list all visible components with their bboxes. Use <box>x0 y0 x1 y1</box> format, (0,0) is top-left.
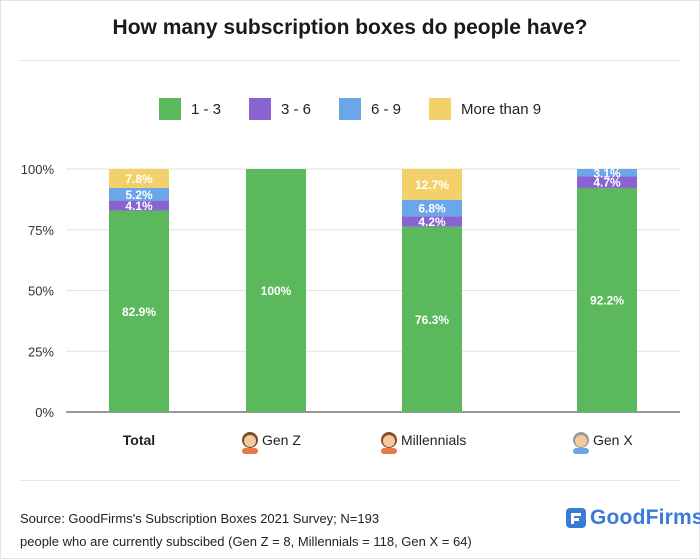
person-icon-body <box>381 448 397 454</box>
stacked-bar-chart: 0% 25% 50% 75% 100% 82.9% 4.1%5.2% 7.8% 100% 76.3… <box>21 162 680 454</box>
legend-swatch-3-6 <box>248 98 271 120</box>
y-tick-label: 0% <box>35 405 54 420</box>
category-label-total: Total <box>123 432 155 448</box>
bar-segment-total-3 <box>109 187 169 201</box>
y-tick-label: 25% <box>28 344 54 359</box>
legend-label-more-than-9: More than 9 <box>461 100 542 118</box>
data-label: 100% <box>261 284 292 298</box>
legend: 1 - 3 3 - 6 6 - 9 More than 9 <box>0 98 700 120</box>
bar-segment-millennials-4 <box>402 169 462 200</box>
legend-swatch-more-than-9 <box>429 98 451 120</box>
category-label-gen-z: Gen Z <box>262 432 301 448</box>
legend-label-3-6: 3 - 6 <box>280 100 311 118</box>
data-label: 92.2% <box>590 293 624 307</box>
goodfirms-logo-icon <box>566 508 586 528</box>
person-icon-face <box>575 435 587 447</box>
legend-label-1-3: 1 - 3 <box>190 100 221 118</box>
bar-segment-millennials-1 <box>402 226 462 412</box>
legend-item-6-9: 6 - 9 <box>338 98 401 120</box>
footer-divider <box>20 480 680 481</box>
bar-segment-total-1 <box>109 210 169 412</box>
y-tick-label: 75% <box>28 223 54 238</box>
category-label-gen-x: Gen X <box>593 432 633 448</box>
goodfirms-logo-text: GoodFirms <box>590 506 700 529</box>
data-label: 7.8% <box>125 172 153 186</box>
person-icon-face <box>383 435 395 447</box>
bar-segment-gen-z-1 <box>246 169 306 412</box>
legend-swatch-6-9 <box>338 98 361 120</box>
legend-label-6-9: 6 - 9 <box>370 100 401 118</box>
legend-item-more-than-9: More than 9 <box>429 98 541 120</box>
person-icon-face <box>244 435 256 447</box>
goodfirms-logo: GoodFirms <box>566 506 700 530</box>
data-label: 5.2% <box>125 188 153 202</box>
legend-item-1-3: 1 - 3 <box>158 98 221 120</box>
title-divider <box>20 60 680 61</box>
data-label: 4.2% <box>418 215 446 229</box>
data-label: 6.8% <box>418 202 446 216</box>
data-label: 4.1% <box>125 199 153 213</box>
data-label: 82.9% <box>122 305 156 319</box>
bar-segment-millennials-2 <box>402 216 462 227</box>
y-tick-label: 50% <box>28 284 54 299</box>
data-label: 3.1% <box>593 166 621 180</box>
bar-segment-gen-x-2 <box>577 176 637 188</box>
legend-item-3-6: 3 - 6 <box>248 98 311 120</box>
bar-segment-total-2 <box>109 200 169 211</box>
data-label: 4.7% <box>593 176 621 190</box>
y-tick-label: 100% <box>21 162 55 177</box>
category-label-millennials: Millennials <box>401 432 466 448</box>
bar-segment-gen-x-1 <box>577 187 637 412</box>
person-icon-body <box>573 448 589 454</box>
chart-title: How many subscription boxes do people ha… <box>112 16 588 39</box>
bar-segment-millennials-3 <box>402 199 462 217</box>
data-label: 76.3% <box>415 313 449 327</box>
person-icon-body <box>242 448 258 454</box>
source-line-2: people who are currently subscibed (Gen … <box>20 534 472 549</box>
bar-segment-total-4 <box>109 169 169 188</box>
legend-swatch-1-3 <box>158 98 181 120</box>
data-label: 12.7% <box>415 178 449 192</box>
bar-segment-gen-x-3 <box>577 169 637 177</box>
source-line-1: Source: GoodFirms's Subscription Boxes 2… <box>20 511 380 526</box>
